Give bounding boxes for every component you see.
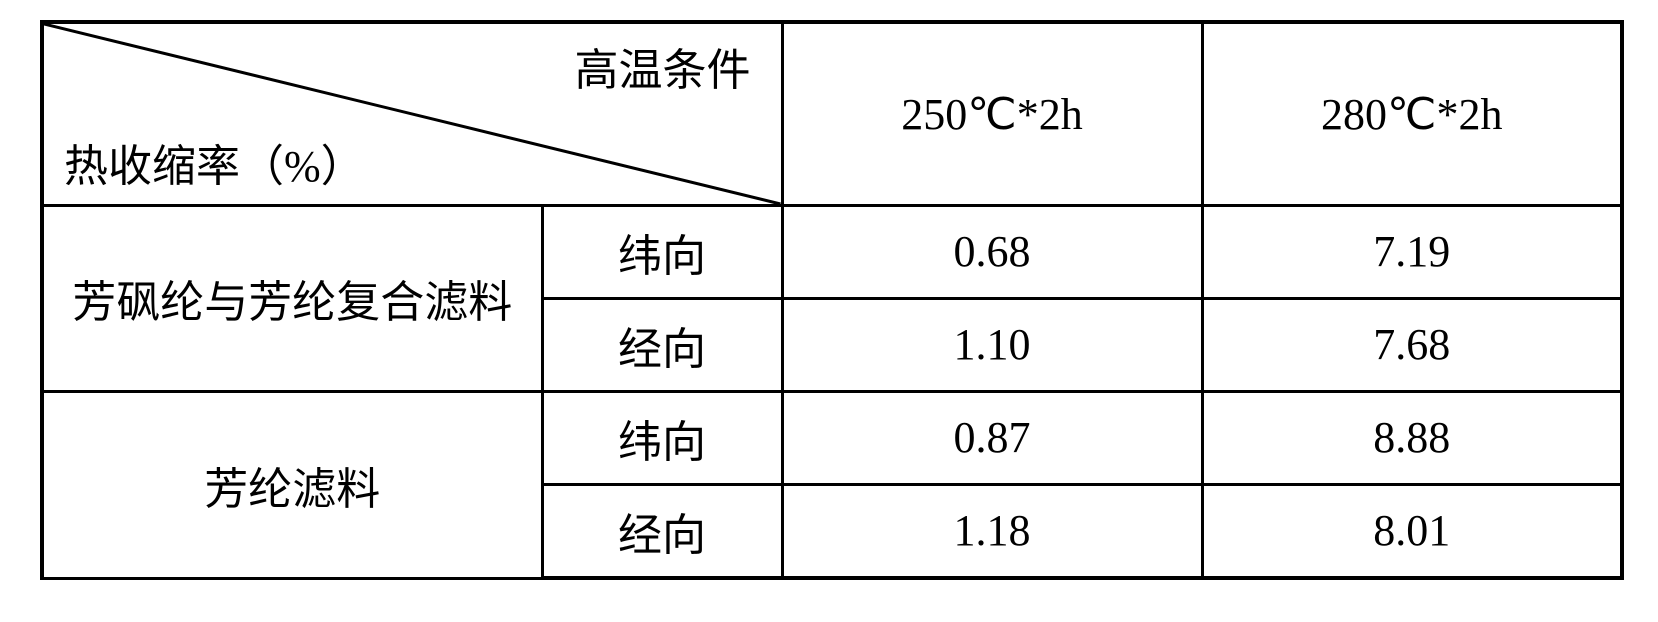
direction-cell-warp: 经向 — [542, 298, 782, 391]
shrinkage-table: 高温条件 热收缩率（%） 250℃*2h 280℃*2h 芳砜纶与芳纶复合滤料 … — [40, 20, 1624, 580]
direction-cell-warp: 经向 — [542, 484, 782, 578]
value-cell: 7.68 — [1202, 298, 1622, 391]
material-name-cell: 芳纶滤料 — [42, 391, 542, 578]
value-cell: 7.19 — [1202, 206, 1622, 299]
diagonal-header-cell: 高温条件 热收缩率（%） — [42, 22, 782, 206]
value-cell: 1.10 — [782, 298, 1202, 391]
table-row: 芳纶滤料 纬向 0.87 8.88 — [42, 391, 1622, 484]
header-top-label: 高温条件 — [575, 34, 751, 98]
column-header-250c: 250℃*2h — [782, 22, 1202, 206]
header-bottom-label: 热收缩率（%） — [64, 130, 365, 194]
value-cell: 8.01 — [1202, 484, 1622, 578]
direction-cell-weft: 纬向 — [542, 391, 782, 484]
value-cell: 0.87 — [782, 391, 1202, 484]
table-container: 高温条件 热收缩率（%） 250℃*2h 280℃*2h 芳砜纶与芳纶复合滤料 … — [0, 0, 1658, 622]
value-cell: 1.18 — [782, 484, 1202, 578]
value-cell: 0.68 — [782, 206, 1202, 299]
value-cell: 8.88 — [1202, 391, 1622, 484]
direction-cell-weft: 纬向 — [542, 206, 782, 299]
table-row: 芳砜纶与芳纶复合滤料 纬向 0.68 7.19 — [42, 206, 1622, 299]
column-header-280c: 280℃*2h — [1202, 22, 1622, 206]
material-name-cell: 芳砜纶与芳纶复合滤料 — [42, 206, 542, 392]
table-header-row: 高温条件 热收缩率（%） 250℃*2h 280℃*2h — [42, 22, 1622, 206]
